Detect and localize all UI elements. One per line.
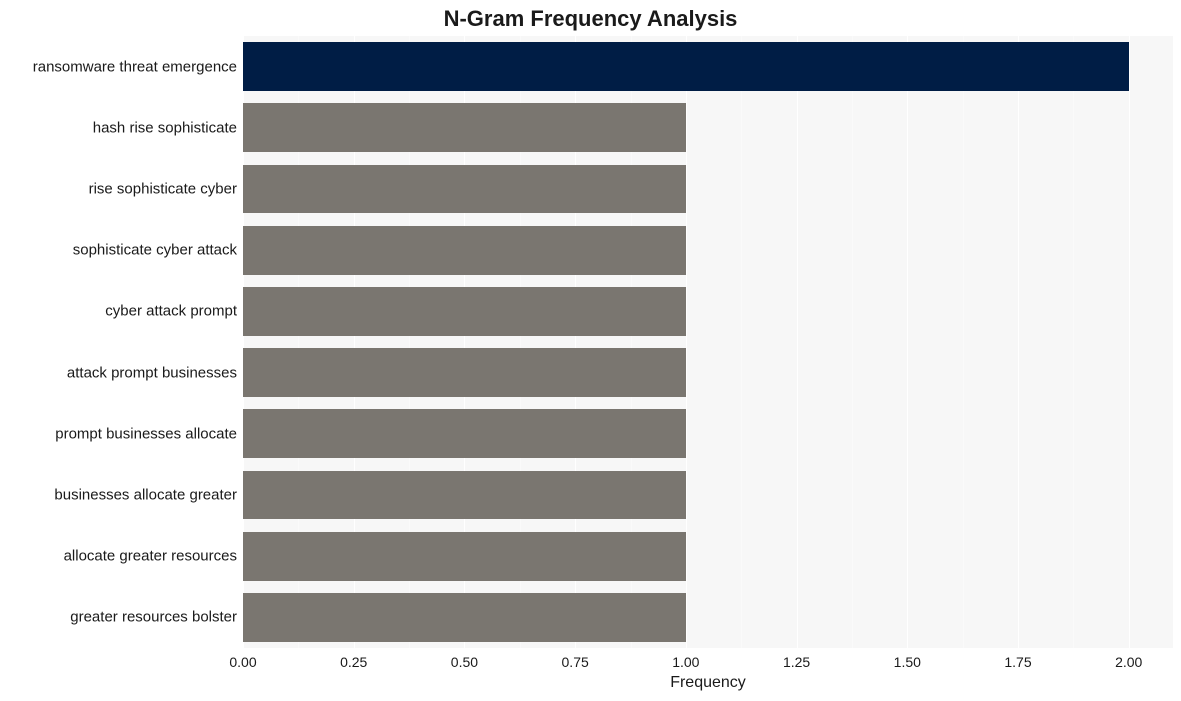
category-label: prompt businesses allocate [55, 425, 243, 442]
category-label: greater resources bolster [70, 609, 243, 626]
x-tick: 2.00 [1115, 648, 1142, 670]
category-label: attack prompt businesses [67, 364, 243, 381]
category-label: rise sophisticate cyber [89, 181, 243, 198]
chart-title: N-Gram Frequency Analysis [0, 6, 1181, 32]
plot-area: ransomware threat emergencehash rise sop… [243, 36, 1173, 648]
x-tick: 1.50 [894, 648, 921, 670]
category-label: sophisticate cyber attack [73, 242, 243, 259]
x-tick-labels: 0.000.250.500.751.001.251.501.752.00 [243, 36, 1173, 648]
x-tick: 0.00 [229, 648, 256, 670]
category-label: allocate greater resources [64, 548, 243, 565]
category-label: businesses allocate greater [54, 487, 243, 504]
x-tick: 0.25 [340, 648, 367, 670]
category-label: hash rise sophisticate [93, 119, 243, 136]
x-tick: 1.75 [1004, 648, 1031, 670]
ngram-frequency-chart: N-Gram Frequency Analysis ransomware thr… [0, 0, 1181, 701]
x-tick: 0.75 [562, 648, 589, 670]
category-label: cyber attack prompt [105, 303, 243, 320]
x-tick: 0.50 [451, 648, 478, 670]
x-axis-label: Frequency [670, 648, 746, 692]
x-tick: 1.25 [783, 648, 810, 670]
category-label: ransomware threat emergence [33, 58, 243, 75]
